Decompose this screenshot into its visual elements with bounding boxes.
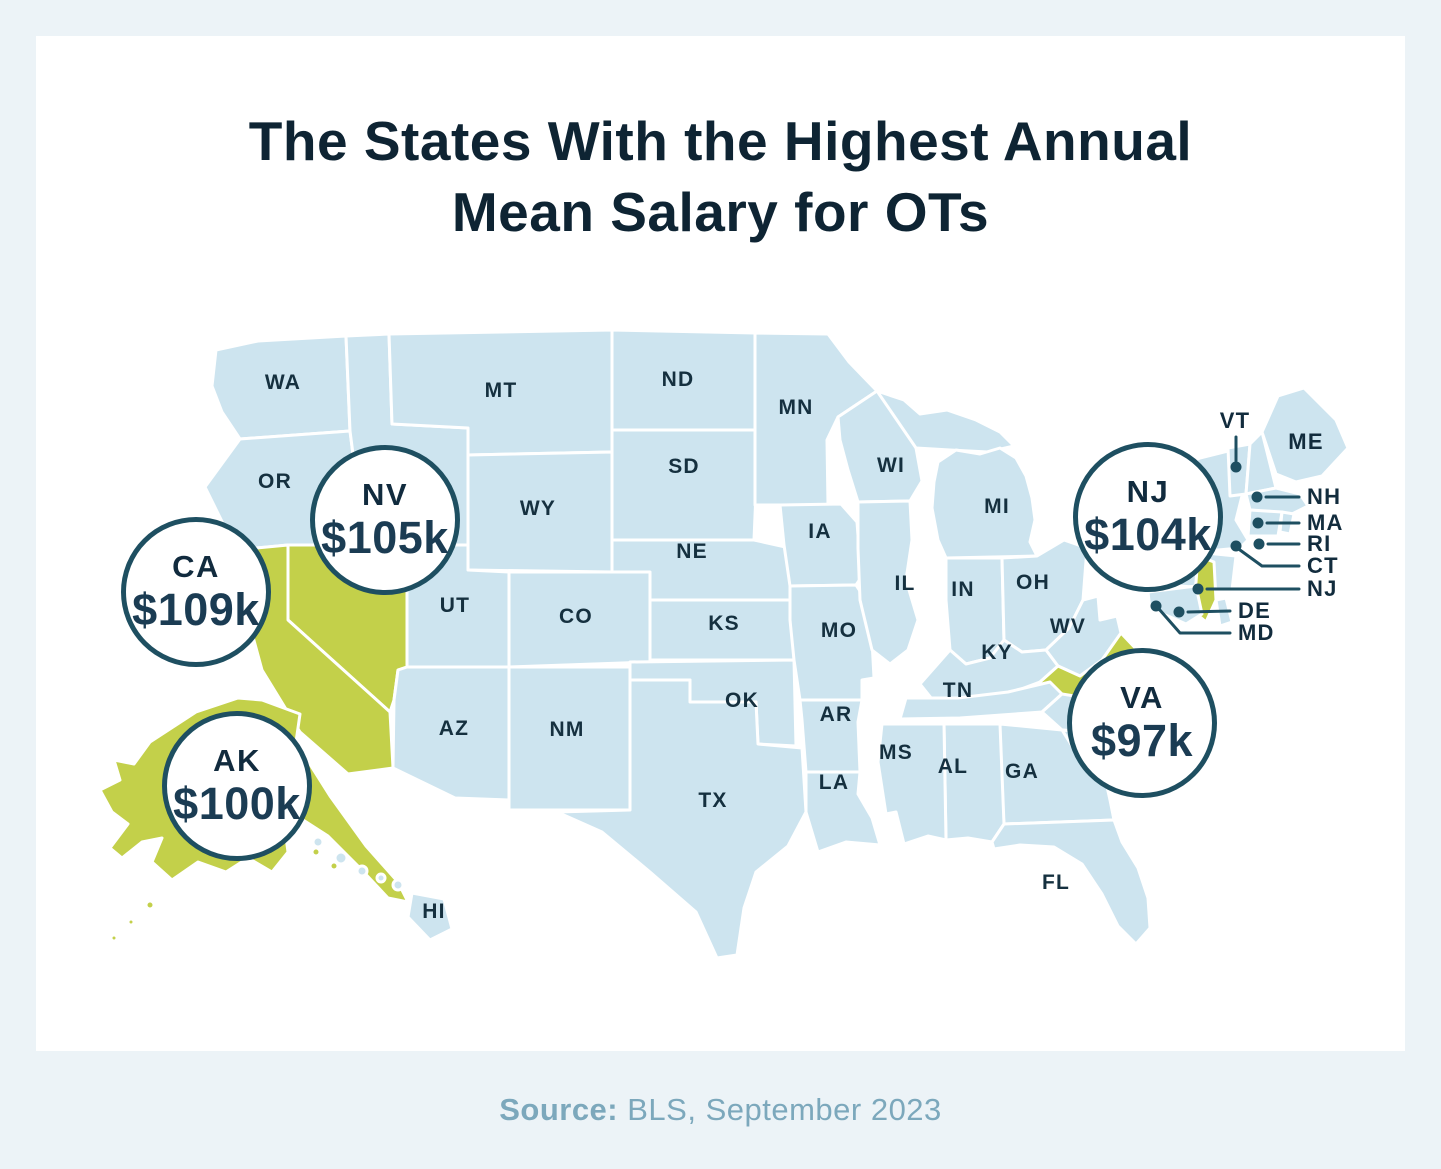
state-fl-shape: [990, 818, 1152, 946]
ak-island: [144, 899, 156, 911]
state-mi-up-shape: [875, 389, 1016, 454]
leader-line-de: [1186, 609, 1232, 614]
leader-dot-vt: [1230, 461, 1242, 473]
hi-island: [333, 850, 349, 866]
leader-line-ct: [1238, 548, 1301, 568]
leader-dot-de: [1173, 606, 1185, 618]
state-il-shape: [856, 499, 920, 666]
source-label: Source:: [499, 1092, 619, 1127]
state-ms-shape: [876, 722, 948, 846]
state-al-shape: [942, 722, 1006, 844]
ak-island: [310, 846, 322, 858]
state-co-shape: [507, 570, 652, 669]
state-wy-shape: [466, 450, 614, 574]
title-line-2: Mean Salary for OTs: [451, 181, 990, 243]
state-sd-shape: [610, 428, 760, 542]
leader-dot-nh: [1251, 491, 1263, 503]
hi-island: [391, 878, 405, 892]
state-nd-shape: [610, 328, 757, 432]
source-value: BLS, September 2023: [627, 1092, 942, 1127]
title-line-1: The States With the Highest Annual: [248, 110, 1193, 172]
state-tx-shape: [555, 678, 808, 960]
ak-island: [109, 933, 119, 943]
state-ia-shape: [778, 502, 869, 588]
hi-island: [355, 864, 369, 878]
state-az-shape: [391, 665, 511, 802]
hi-island: [311, 835, 325, 849]
leader-dot-ct: [1230, 540, 1242, 552]
ak-island: [328, 860, 340, 872]
hi-island: [375, 872, 387, 884]
state-ar-shape: [798, 698, 864, 774]
state-or-shape: [203, 429, 359, 552]
state-wa-shape: [210, 334, 352, 441]
state-me-shape: [1260, 386, 1350, 484]
source-line: Source: BLS, September 2023: [0, 1092, 1441, 1128]
leader-line-md: [1157, 607, 1232, 635]
ak-island: [126, 917, 136, 927]
hi-big-island: [406, 891, 454, 942]
leader-dot-md: [1150, 600, 1162, 612]
state-mi-shape: [930, 446, 1039, 560]
leader-dot-nj: [1192, 583, 1204, 595]
leader-dot-ma: [1252, 517, 1264, 529]
state-in-shape: [944, 556, 1006, 666]
leader-dot-ri: [1253, 538, 1265, 550]
page-title: The States With the Highest Annual Mean …: [0, 106, 1441, 248]
state-la-shape: [804, 770, 882, 854]
states-layer: [98, 328, 1350, 960]
state-nm-shape: [507, 665, 632, 812]
state-ct-shape: [1246, 508, 1284, 538]
state-ks-shape: [648, 598, 796, 662]
